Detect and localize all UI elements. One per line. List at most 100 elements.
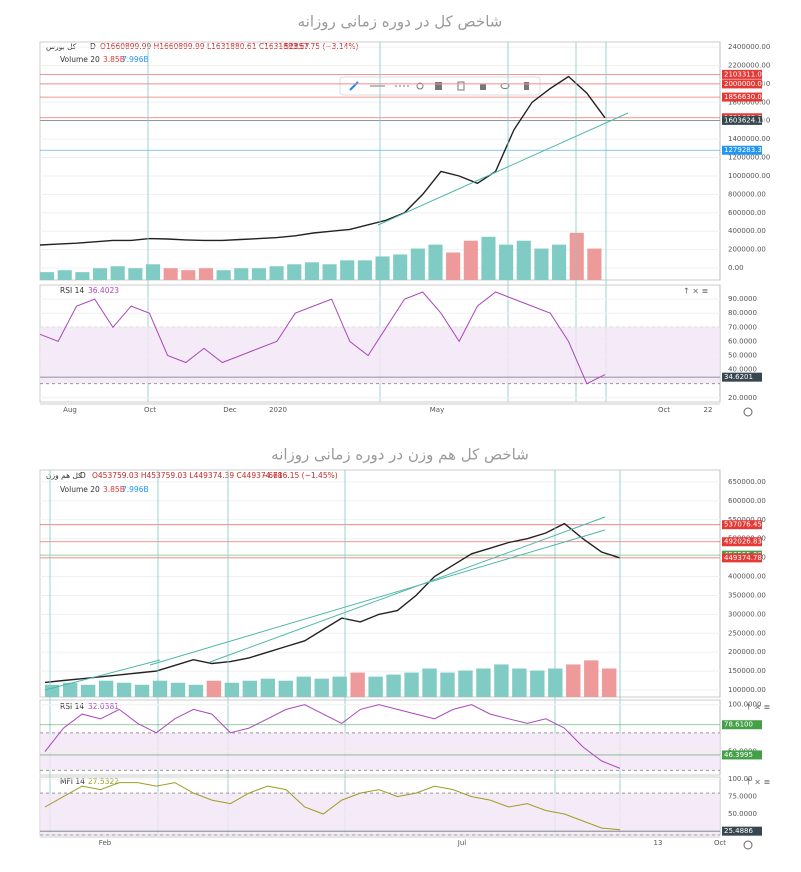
price-label: 449374.78: [724, 554, 762, 562]
trend-line: [44, 659, 161, 691]
volume-bar: [216, 270, 231, 280]
volume-bar: [458, 670, 473, 697]
volume-value: 7.996B: [122, 55, 149, 64]
volume-bar: [92, 268, 108, 280]
x-tick-label: Feb: [99, 839, 112, 847]
y-tick-label: 400000.00: [728, 227, 766, 235]
volume-bar: [134, 684, 150, 697]
volume-bar: [512, 668, 527, 697]
volume-bar: [602, 668, 617, 697]
volume-bar: [128, 268, 143, 280]
volume-bar: [476, 668, 491, 697]
y-tick-label: 1200000.00: [728, 154, 770, 162]
y-tick-label: 2400000.00: [728, 43, 770, 51]
change: −6616.15 (−1.45%): [262, 471, 338, 480]
volume-bar: [569, 232, 584, 280]
price-label-box: [722, 79, 762, 89]
y-tick-label: 100.00: [728, 775, 753, 783]
price-label-box: [722, 720, 762, 730]
y-tick-label: 50.0000: [728, 810, 757, 818]
volume-bar: [481, 236, 496, 280]
volume-bar: [110, 266, 125, 280]
volume-bar: [57, 270, 72, 280]
y-tick-label: 300000.00: [728, 610, 766, 618]
volume-bar: [386, 674, 401, 697]
volume-bar: [198, 268, 214, 280]
y-tick-label: 2200000.00: [728, 61, 770, 69]
series-line: [39, 75, 606, 246]
volume-bar: [494, 664, 509, 697]
x-tick-label: Oct: [658, 406, 670, 414]
volume-bar: [516, 240, 531, 280]
volume-bar: [357, 260, 372, 280]
volume-bar: [322, 264, 337, 280]
price-label-box: [722, 826, 762, 836]
series-line: [44, 704, 621, 769]
settings-icon[interactable]: [743, 407, 753, 417]
y-tick-label: 200000.00: [728, 648, 766, 656]
x-tick-label: 22: [704, 406, 713, 414]
y-tick-label: 1000000.00: [728, 172, 770, 180]
settings-icon[interactable]: [743, 840, 753, 850]
indicator-name: RSI 14: [60, 286, 84, 295]
volume-bar: [530, 670, 545, 697]
x-tick-label: Aug: [63, 406, 77, 414]
price-label: 1856630.00: [724, 93, 766, 101]
volume-bar: [181, 270, 196, 280]
y-tick-label: 1800000.00: [728, 98, 770, 106]
price-label-box: [722, 69, 762, 79]
x-tick-label: Jul: [457, 839, 467, 847]
volume-bar: [463, 240, 478, 280]
price-label-box: [722, 520, 762, 530]
volume-bar: [304, 262, 319, 280]
y-tick-label: 90.0000: [728, 295, 757, 303]
price-label: 1603624.19: [724, 116, 766, 124]
volume-bar: [296, 676, 311, 697]
price-label: 537076.45: [724, 521, 762, 529]
volume-label: Volume 20: [60, 55, 100, 64]
volume-bar: [80, 684, 96, 697]
volume-bar: [45, 684, 60, 697]
panel-controls[interactable]: ↑ × ≡: [745, 778, 770, 787]
volume-bar: [278, 680, 293, 697]
volume-bar: [224, 682, 240, 697]
volume-bar: [40, 272, 55, 280]
volume-bar: [584, 660, 599, 697]
volume-bar: [404, 672, 419, 697]
y-tick-label: 600000.00: [728, 209, 766, 217]
y-tick-label: 20.0000: [728, 394, 757, 402]
x-tick-label: 2020: [269, 406, 287, 414]
y-tick-label: 40.0000: [728, 366, 757, 374]
price-label-box: [722, 537, 762, 547]
y-tick-label: 550000.00: [728, 516, 766, 524]
volume-bar: [116, 682, 132, 697]
volume-bar: [428, 244, 443, 280]
ohlc: O1660899.99 H1660899.99 L1631880.61 C163…: [100, 42, 310, 51]
price-label-box: [722, 750, 762, 760]
panel-controls[interactable]: ↑ × ≡: [745, 703, 770, 712]
volume-bar: [393, 254, 408, 280]
volume-bar: [552, 244, 567, 280]
volume-bar: [375, 256, 390, 280]
volume-bar: [62, 682, 78, 697]
panel-controls[interactable]: ↑ × ≡: [683, 287, 708, 296]
y-tick-label: 600000.00: [728, 497, 766, 505]
volume-bar: [260, 678, 275, 697]
price-label: 25.4886: [724, 827, 753, 835]
volume-bar: [446, 252, 461, 280]
volume-bar: [332, 676, 347, 697]
indicator-value: 32.0381: [88, 702, 119, 711]
price-label-box: [722, 553, 762, 563]
y-tick-label: 800000.00: [728, 190, 766, 198]
volume-bar: [152, 680, 168, 697]
chart-title: شاخص کل در دوره زمانی روزانه: [298, 13, 503, 31]
ohlc: O453759.03 H453759.03 L449374.39 C449374…: [92, 471, 283, 480]
volume-bar: [368, 676, 383, 697]
y-tick-label: 100000.00: [728, 686, 766, 694]
y-tick-label: 400000.00: [728, 573, 766, 581]
drawing-toolbar[interactable]: [339, 76, 541, 96]
y-tick-label: 80.0000: [728, 309, 757, 317]
volume-bar: [163, 268, 178, 280]
